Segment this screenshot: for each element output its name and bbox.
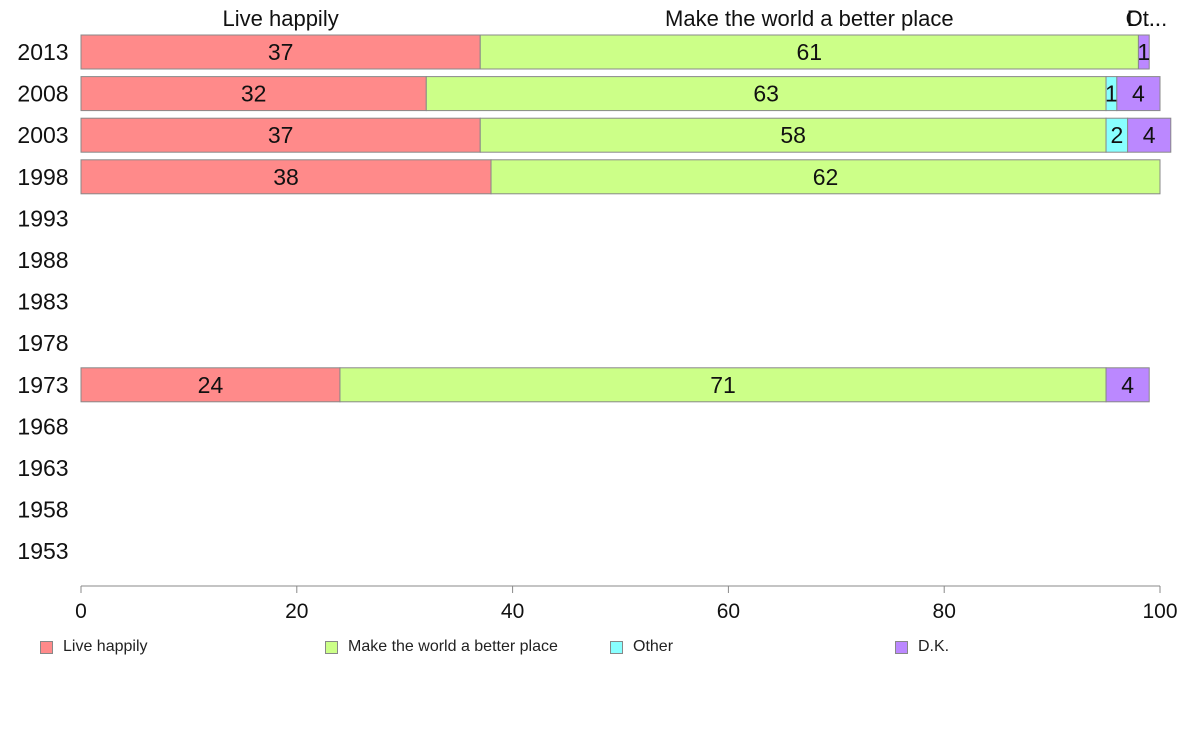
top-category-labels: Live happily Make the world a better plac… [223,6,1168,31]
bar-value-label: 32 [241,81,267,107]
year-label: 1993 [17,205,68,231]
bar-segment [1137,34,1150,70]
bar-segment [80,34,481,70]
x-axis: 0 20 40 60 80 100 [75,585,1178,623]
bar-value-label: 24 [198,372,224,398]
legend-swatch [40,640,53,654]
legend-label: Other [633,638,674,655]
bar-value-label: 63 [753,81,779,107]
year-label: 1958 [17,497,68,523]
x-tick-label: 0 [75,600,87,623]
bar-segment [490,159,1161,195]
bar-value-label: 71 [710,372,736,398]
year-label: 1988 [17,247,68,273]
bar-value-label: 2 [1110,122,1123,148]
legend-item: D.K. [895,638,949,656]
legend: Live happily Make the world a better plac… [0,638,1188,662]
year-label: 1953 [17,538,68,564]
legend-item: Make the world a better place [325,638,558,656]
year-label: 1968 [17,413,68,439]
bar-value-label: 1 [1105,81,1118,107]
legend-swatch [610,640,623,654]
x-tick-label: 100 [1142,600,1177,623]
bar-value-label: 38 [273,164,299,190]
year-label: 2008 [17,81,68,107]
x-tick-label: 60 [717,600,740,623]
bar-value-label: 4 [1121,372,1134,398]
bar-segment [1116,76,1161,112]
bar-value-label: 58 [780,122,806,148]
bar-value-label: 4 [1143,122,1156,148]
bar-value-label: 61 [797,39,823,65]
legend-swatch [325,640,338,654]
stacked-bar-chart: Live happily Make the world a better plac… [17,6,1178,623]
bar-segment [425,76,1107,112]
top-label-3: Ot... [1126,6,1168,31]
year-label: 1973 [17,372,68,398]
legend-label: Make the world a better place [348,638,558,655]
legend-swatch [895,640,908,654]
x-tick-label: 80 [933,600,956,623]
year-axis-labels: 2013 2008 2003 1998 1993 1988 1983 1978 1973 1968… [17,39,68,564]
legend-label: D.K. [918,638,950,655]
bar-segment [80,117,481,153]
x-tick-label: 20 [285,600,308,623]
year-label: 1998 [17,164,68,190]
legend-label: Live happily [63,638,148,655]
year-label: 2013 [17,39,68,65]
bar-segment [1105,367,1150,403]
year-label: 1983 [17,289,68,315]
year-label: 2003 [17,122,68,148]
bar-value-label: 1 [1137,39,1150,65]
bar-value-label: 37 [268,122,294,148]
x-tick-label: 40 [501,600,524,623]
bar-segment [339,367,1107,403]
legend-item: Other [610,638,673,656]
top-label-4: D... [1127,6,1161,31]
bar-value-label: 4 [1132,81,1145,107]
bar-value-label: 37 [268,39,294,65]
bar-segment [1127,117,1172,153]
top-label-1: Live happily [223,6,339,31]
year-label: 1963 [17,455,68,481]
bar-value-label: 62 [813,164,839,190]
bar-segment [80,76,427,112]
bar-segment [479,34,1139,70]
top-label-2: Make the world a better place [665,6,954,31]
year-label: 1978 [17,330,68,356]
bar-segment [479,117,1107,153]
legend-item: Live happily [40,638,148,656]
